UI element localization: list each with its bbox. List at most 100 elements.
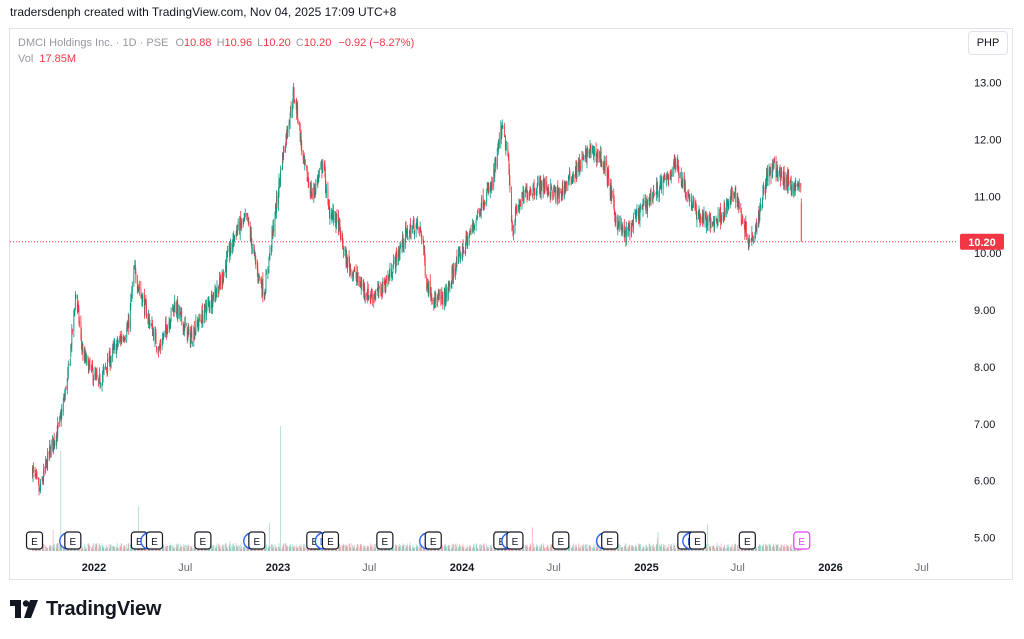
candle-body [354,269,356,270]
candle-body [770,167,771,170]
candle-body [280,170,281,183]
candle-body [268,257,270,268]
volume-bar [561,548,563,551]
volume-bar [313,548,315,551]
candle-body [311,193,313,196]
volume-bar [107,547,109,551]
price-chart: EDEEDEEDEEDEEDEEDEEDEEDEEE 5.006.007.008… [10,78,1004,574]
candle-body [239,218,241,235]
candle-body [406,229,408,230]
candle-body [722,214,724,216]
candle-body [542,179,544,193]
volume-bar [407,545,408,551]
candle-body [402,235,403,246]
volume-bar [112,545,114,551]
candle-body [82,347,83,349]
volume-bar [247,547,249,551]
volume-bar [353,548,355,551]
candle-body [681,181,683,185]
candle-body [447,286,449,296]
candle-body [80,321,82,334]
volume-bar [177,545,179,551]
candle-body [610,185,612,199]
chart-pane[interactable] [9,28,1013,580]
candle-body [494,163,496,177]
candle-body [641,206,643,208]
candle-body [680,173,682,177]
volume-bar [453,544,454,551]
volume-bar [57,544,59,551]
candle-body [737,195,739,205]
candle-body [265,275,267,293]
volume-bar [240,548,242,551]
volume-bar [645,544,647,551]
candle-body [117,343,119,346]
candle-body [763,184,764,190]
candle-body [385,279,387,288]
currency-button[interactable]: PHP [968,31,1008,55]
candle-body [698,213,699,219]
volume-bar [444,546,446,551]
candle-body [744,225,746,234]
candle-body [678,167,680,177]
candle-body [135,271,137,281]
candle-body [207,301,209,307]
candle-body [209,302,210,308]
volume-bar [540,544,542,551]
volume-bar [367,545,369,551]
volume-bar [526,546,527,551]
volume-bar [728,546,730,551]
volume-bar [56,543,58,551]
candle-body [723,215,725,217]
candle-body [452,269,454,280]
candle-body [376,290,378,291]
candle-body [253,249,255,253]
volume-bar [625,543,627,551]
candle-body [706,218,708,220]
candle-body [433,302,435,304]
candle-body [325,186,327,192]
candle-body [186,325,188,327]
volume-bar [463,545,465,551]
y-tick-label: 8.00 [974,362,995,374]
volume-bar [462,546,463,551]
volume-bar [162,544,164,551]
candle-body [505,145,507,152]
candle-body [721,216,723,223]
candle-body [585,150,587,153]
candle-body [237,228,239,233]
candle-body [342,243,344,250]
candle-body [707,219,708,227]
candle-body [145,300,146,302]
volume-bar [50,544,52,551]
volume-bar [462,543,464,551]
candle-body [677,159,679,166]
candle-body [691,206,693,208]
volume-bar [215,548,217,551]
volume-bar [109,548,111,551]
candle-body [565,184,567,186]
x-tick-label: 2026 [818,562,842,574]
volume-bar [788,546,790,551]
volume-bar [275,546,277,551]
candle-body [507,156,509,158]
symbol-name[interactable]: DMCI Holdings Inc. · 1D · PSE [18,37,169,49]
candle-body [38,484,40,492]
volume-bar [657,538,658,551]
candle-body [101,383,103,388]
volume-bar [777,543,779,551]
volume-bar [212,545,214,551]
volume-bar [123,546,125,551]
volume-bar [194,547,196,551]
candle-body [664,175,666,179]
candle-body [469,233,470,236]
candle-body [795,183,797,188]
candle-body [589,146,591,155]
volume-bar [473,543,475,551]
volume-bar [168,545,170,551]
volume-bar [586,543,588,551]
volume-bar [108,543,110,551]
candle-body [363,283,365,292]
earnings-marker-icon [506,531,524,550]
candle-body [374,296,376,298]
